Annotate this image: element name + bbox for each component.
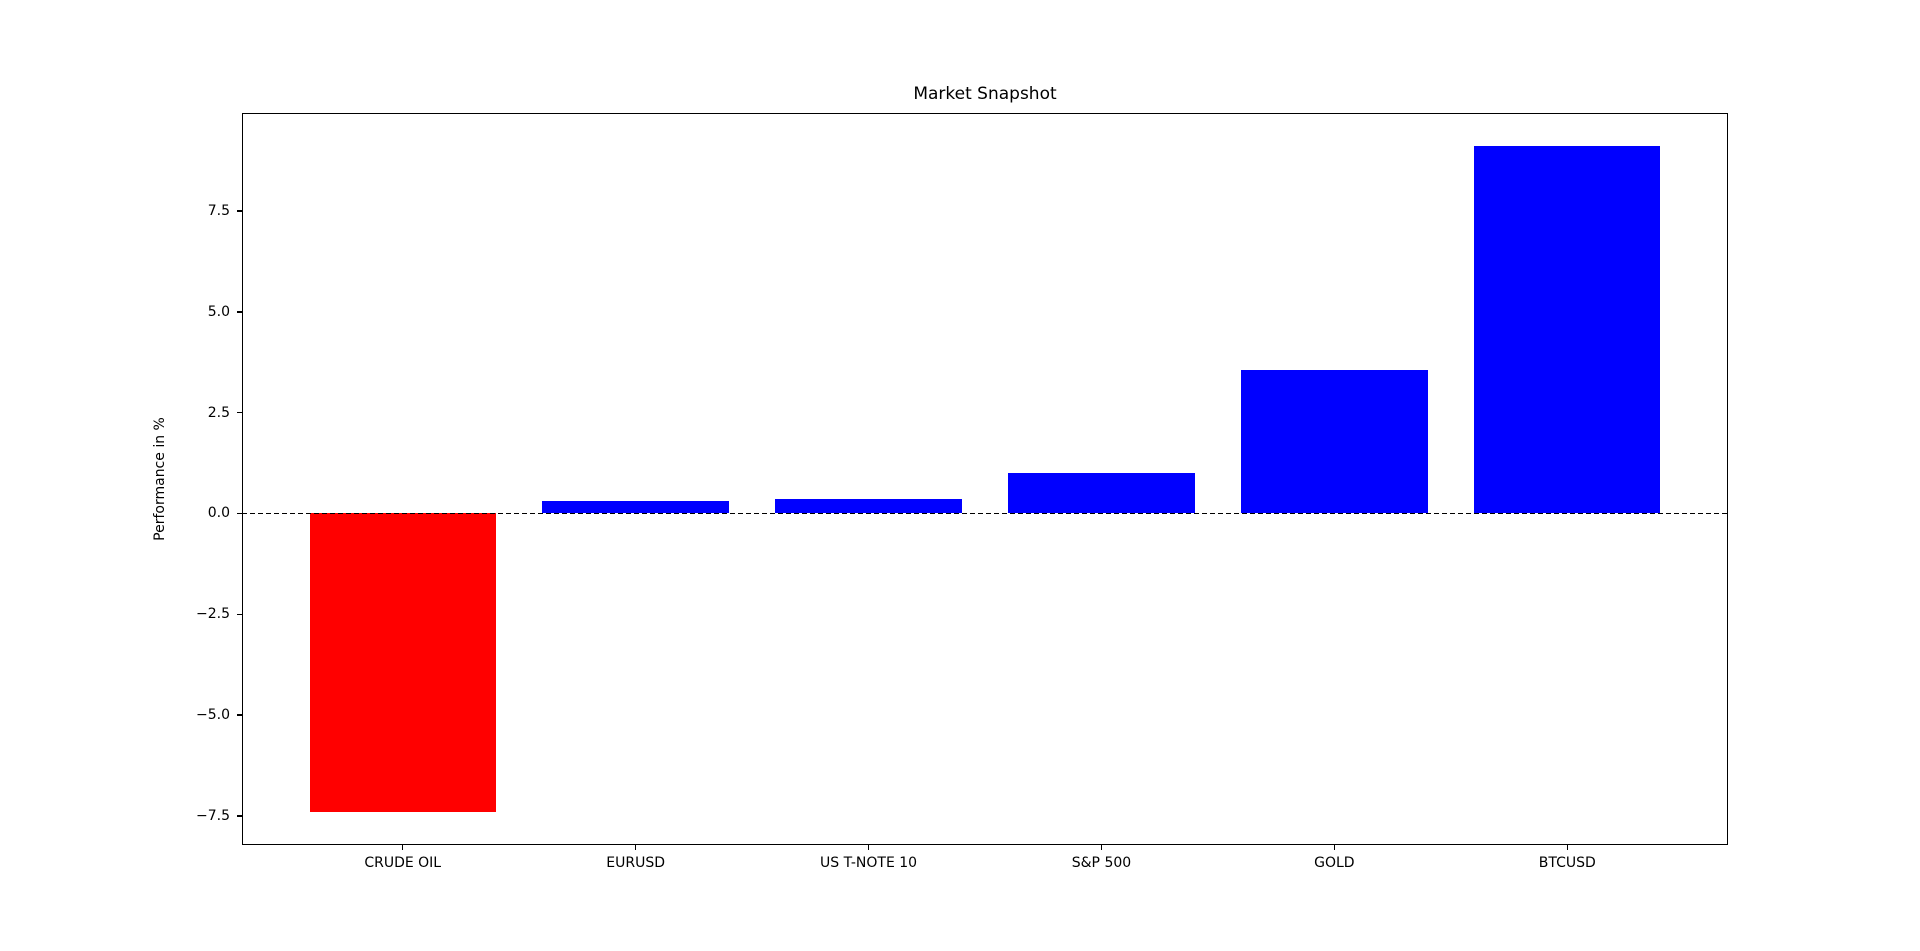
y-tick-mark (237, 210, 242, 212)
bar-btcusd (1474, 146, 1661, 514)
chart-title: Market Snapshot (913, 84, 1057, 104)
y-tick-mark (237, 815, 242, 817)
y-tick-mark (237, 411, 242, 414)
y-tick-label-neg7p5: −7.5 (196, 807, 230, 824)
x-tick-label-crude-oil: CRUDE OIL (364, 855, 442, 871)
y-tick-label-neg2p5: −2.5 (196, 606, 230, 623)
y-tick-mark (237, 613, 242, 616)
y-axis-label: Performance in % (152, 417, 168, 541)
y-tick-label-2p5: 2.5 (207, 404, 230, 421)
x-tick-label-gold: GOLD (1314, 855, 1355, 871)
y-tick-label-0: 0.0 (207, 505, 230, 522)
x-tick-label-eurusd: EURUSD (606, 855, 665, 871)
bar-us-t-note-10 (775, 499, 962, 514)
zero-line (242, 512, 1728, 515)
x-tick-mark-gold (1333, 845, 1336, 850)
x-tick-label-us-t-note-10: US T-NOTE 10 (820, 855, 918, 871)
y-tick-label-7p5: 7.5 (207, 203, 230, 219)
x-tick-mark-btcusd (1566, 845, 1569, 850)
x-tick-label-btcusd: BTCUSD (1538, 855, 1596, 871)
x-tick-label-s-p-500: S&P 500 (1071, 855, 1132, 871)
y-tick-label-neg5: −5.0 (196, 707, 230, 724)
y-tick-mark (237, 311, 242, 313)
y-tick-mark (237, 512, 242, 515)
x-tick-mark-s-p-500 (1100, 845, 1103, 850)
y-tick-label-5: 5.0 (207, 303, 230, 320)
x-tick-mark-crude-oil (401, 845, 404, 850)
bar-s-p-500 (1008, 473, 1195, 514)
x-tick-mark-us-t-note-10 (867, 845, 870, 850)
bar-gold (1241, 370, 1428, 514)
y-tick-mark (237, 714, 242, 716)
bar-eurusd (542, 501, 729, 514)
x-tick-mark-eurusd (634, 845, 637, 850)
bar-crude-oil (309, 513, 496, 812)
